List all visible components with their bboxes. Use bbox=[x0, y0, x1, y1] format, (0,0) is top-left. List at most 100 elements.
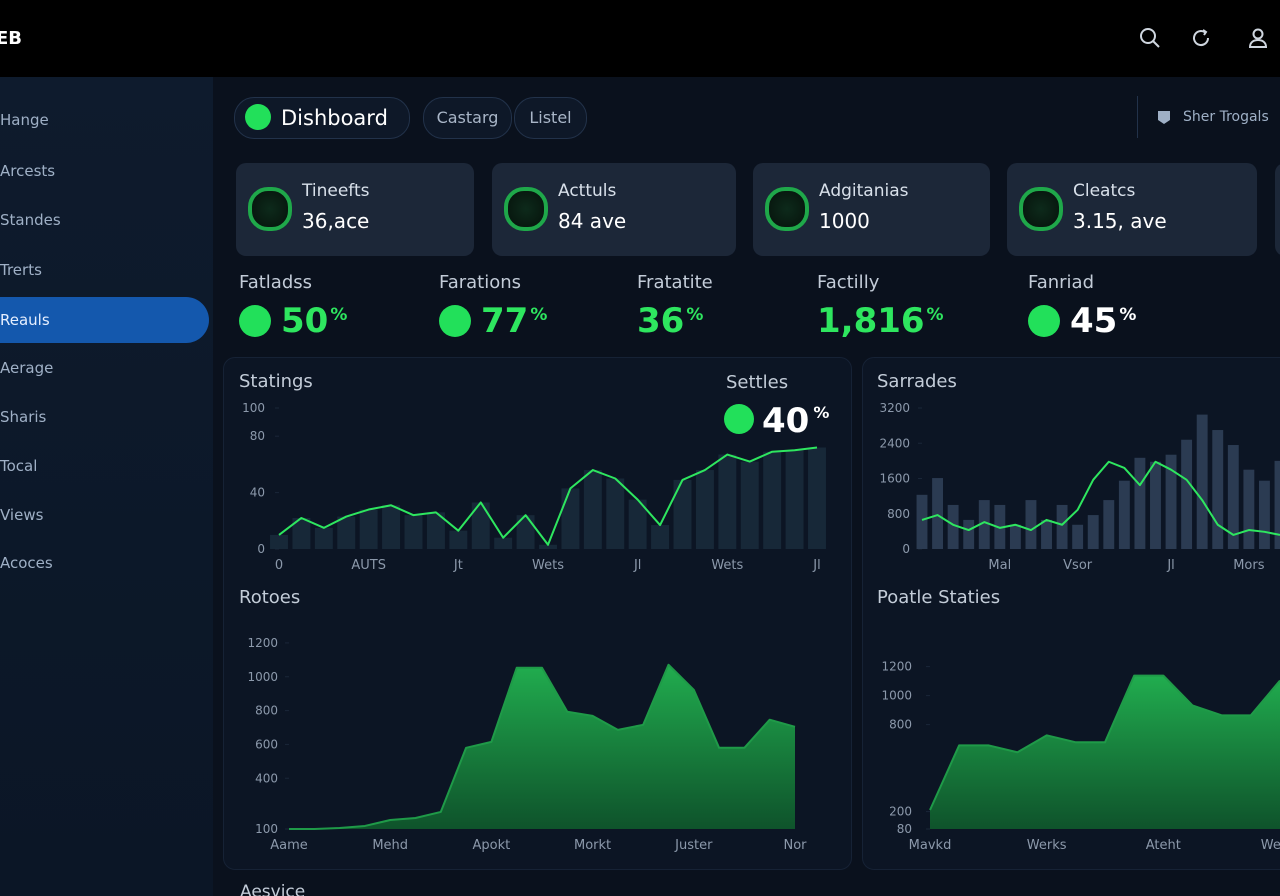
section-heading: Aesvice bbox=[240, 882, 306, 896]
stat-number: 45 bbox=[1070, 301, 1118, 341]
bar bbox=[404, 515, 423, 549]
bar bbox=[1181, 439, 1193, 549]
bar bbox=[314, 527, 333, 549]
bar bbox=[628, 499, 647, 549]
x-tick-label: Wets bbox=[532, 558, 564, 573]
metric-card: Tineefts 36,ace bbox=[236, 163, 474, 256]
x-tick-label: AUTS bbox=[351, 558, 386, 573]
search-icon[interactable] bbox=[1138, 26, 1162, 50]
metric-card: Adgitanias 1000 bbox=[753, 163, 990, 256]
card-icon bbox=[248, 187, 292, 231]
bar bbox=[785, 450, 804, 549]
annotation-icon bbox=[724, 404, 754, 434]
y-tick-label: 3200 bbox=[879, 401, 910, 415]
stat-value: 36% bbox=[637, 301, 713, 341]
bar bbox=[916, 494, 928, 549]
tab-dot bbox=[245, 104, 271, 130]
card-label: Tineefts bbox=[302, 181, 370, 201]
bar bbox=[1165, 454, 1177, 549]
bar bbox=[1025, 500, 1037, 549]
bar bbox=[382, 505, 401, 549]
nav-item[interactable]: Sharis bbox=[0, 408, 47, 426]
stat-number: 77 bbox=[481, 301, 529, 341]
x-tick-label: Mal bbox=[988, 558, 1011, 573]
nav-item[interactable]: Hange bbox=[0, 111, 49, 129]
user-icon[interactable] bbox=[1246, 26, 1270, 50]
card-icon bbox=[765, 187, 809, 231]
nav-item[interactable]: Aerage bbox=[0, 359, 54, 377]
bar bbox=[1009, 524, 1021, 549]
stat-label: Farations bbox=[439, 272, 522, 293]
bar bbox=[270, 534, 288, 549]
card-label: Adgitanias bbox=[819, 181, 909, 201]
card-value: 3.15, ave bbox=[1073, 209, 1167, 233]
logo: EB bbox=[0, 28, 23, 49]
stat-label: Fanriad bbox=[1028, 272, 1094, 293]
stat-unit: % bbox=[330, 305, 348, 325]
bar bbox=[978, 500, 990, 549]
card-partial bbox=[1275, 163, 1280, 256]
stat-label: Factilly bbox=[817, 272, 880, 293]
bar bbox=[947, 504, 959, 549]
x-tick-label: Mehd bbox=[372, 838, 408, 853]
stat-number: 36 bbox=[637, 301, 685, 341]
x-tick-label: Aame bbox=[270, 838, 308, 853]
card-label: Cleatcs bbox=[1073, 181, 1136, 201]
x-tick-label: Apokt bbox=[473, 838, 511, 853]
y-tick-label: 200 bbox=[889, 805, 912, 819]
annotation-label: Settles bbox=[726, 372, 788, 393]
bar bbox=[1274, 460, 1280, 549]
x-tick-label: Jl bbox=[812, 558, 820, 573]
nav-item[interactable]: Arcests bbox=[0, 162, 56, 180]
nav-item[interactable]: Views bbox=[0, 506, 44, 524]
stat-value: 77% bbox=[439, 301, 547, 341]
x-tick-label: Jt bbox=[453, 558, 463, 573]
x-tick-label: 0 bbox=[275, 558, 283, 573]
stat-value: 1,816% bbox=[817, 301, 944, 341]
divider bbox=[1137, 96, 1138, 138]
share-button[interactable]: Sher Trogals bbox=[1155, 108, 1269, 126]
bar bbox=[1041, 519, 1052, 549]
bar bbox=[808, 447, 826, 549]
bar bbox=[583, 470, 602, 549]
bar bbox=[1150, 461, 1161, 549]
chart-title: Poatle Staties bbox=[877, 587, 1000, 608]
bar bbox=[359, 509, 378, 549]
card-value: 36,ace bbox=[302, 209, 370, 233]
y-tick-label: 800 bbox=[889, 718, 912, 732]
x-tick-label: Mavkd bbox=[909, 838, 952, 853]
line bbox=[921, 460, 1280, 536]
line bbox=[929, 674, 1280, 811]
y-tick-label: 80 bbox=[897, 822, 912, 836]
stat-label: Fratatite bbox=[637, 272, 713, 293]
bar bbox=[1056, 504, 1068, 549]
nav-item[interactable]: Reauls bbox=[0, 297, 209, 343]
bar bbox=[1212, 430, 1224, 549]
nav-item[interactable]: Acoces bbox=[0, 554, 53, 572]
nav-item[interactable]: Standes bbox=[0, 211, 61, 229]
x-tick-label: Wentt bbox=[1261, 838, 1280, 853]
nav-item[interactable]: Trerts bbox=[0, 261, 42, 279]
line bbox=[289, 663, 796, 830]
stat: Factilly 1,816% bbox=[817, 272, 944, 341]
bar bbox=[1118, 480, 1130, 549]
nav-item[interactable]: Tocal bbox=[0, 457, 38, 475]
tab[interactable]: Listel bbox=[514, 97, 587, 139]
bar bbox=[1072, 524, 1084, 549]
line bbox=[278, 446, 818, 546]
y-tick-label: 1200 bbox=[881, 660, 912, 674]
metric-card: Acttuls 84 ave bbox=[492, 163, 736, 256]
tab-label: Listel bbox=[529, 108, 572, 127]
stat-number: 50 bbox=[281, 301, 329, 341]
refresh-icon[interactable] bbox=[1189, 26, 1213, 50]
tab[interactable]: Dishboard bbox=[234, 97, 410, 139]
stat: Farations 77% bbox=[439, 272, 547, 341]
y-tick-label: 100 bbox=[255, 822, 278, 836]
y-tick-label: 0 bbox=[257, 542, 265, 556]
y-tick-label: 800 bbox=[255, 704, 278, 718]
stat-icon bbox=[439, 305, 471, 337]
area bbox=[930, 675, 1280, 829]
bar bbox=[494, 537, 513, 549]
tab[interactable]: Castarg bbox=[423, 97, 512, 139]
